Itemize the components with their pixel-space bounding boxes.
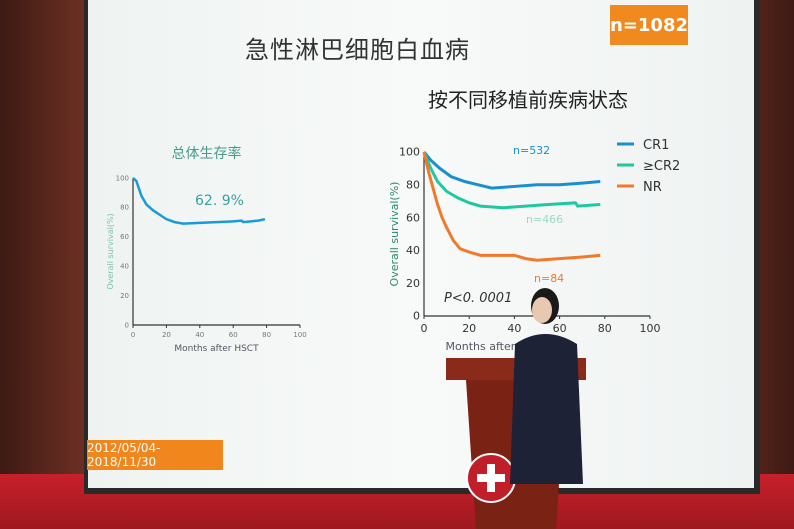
- slide-subtitle: 按不同移植前疾病状态: [428, 88, 628, 112]
- y-tick-label: 20: [120, 292, 129, 300]
- y-tick-label: 0: [413, 310, 420, 323]
- p-value: P<0. 0001: [444, 291, 512, 306]
- curve-n-label: n=84: [534, 272, 564, 285]
- y-tick-label: 0: [125, 321, 129, 329]
- y-tick-label: 80: [120, 204, 129, 212]
- x-axis-label: Months after HSCT: [174, 344, 259, 354]
- y-axis-label: Overall survival(%): [106, 213, 115, 289]
- x-tick-label: 0: [131, 331, 135, 339]
- x-tick-label: 0: [421, 322, 428, 335]
- survival-curve-≥CR2: [422, 151, 601, 210]
- legend-label: NR: [643, 180, 662, 195]
- x-tick-label: 60: [553, 322, 567, 335]
- date-range-label: 2012/05/04-2018/11/30: [87, 440, 223, 470]
- y-tick-label: 60: [120, 233, 129, 241]
- chart-title: 总体生存率: [172, 145, 242, 162]
- x-tick-label: 20: [162, 331, 171, 339]
- curve-n-label: n=532: [513, 144, 550, 157]
- y-tick-label: 40: [120, 263, 129, 271]
- legend-label: ≥CR2: [643, 159, 680, 174]
- x-tick-label: 80: [262, 331, 271, 339]
- survival-curve-NR: [422, 151, 601, 262]
- slide: [88, 0, 754, 488]
- y-tick-label: 100: [116, 174, 129, 182]
- x-tick-label: 40: [195, 331, 204, 339]
- curve-n-label: n=466: [526, 213, 563, 226]
- survival-curve-CR1: [422, 151, 601, 190]
- y-tick-label: 100: [399, 146, 420, 159]
- sample-size-badge: n=1082: [610, 5, 688, 45]
- y-tick-label: 20: [406, 277, 420, 290]
- legend-label: CR1: [643, 138, 669, 153]
- speaker: [510, 288, 583, 484]
- y-tick-label: 80: [406, 178, 420, 191]
- x-tick-label: 20: [462, 322, 476, 335]
- survival-curve-overall: [132, 177, 266, 225]
- slide-title: 急性淋巴细胞白血病: [245, 36, 470, 64]
- y-tick-label: 40: [406, 244, 420, 257]
- x-tick-label: 100: [640, 322, 661, 335]
- x-tick-label: 80: [598, 322, 612, 335]
- y-tick-label: 60: [406, 211, 420, 224]
- x-tick-label: 40: [507, 322, 521, 335]
- x-tick-label: 60: [229, 331, 238, 339]
- y-axis-label: Overall survival(%): [388, 182, 401, 287]
- x-tick-label: 100: [293, 331, 306, 339]
- annotation: 62. 9%: [195, 193, 244, 209]
